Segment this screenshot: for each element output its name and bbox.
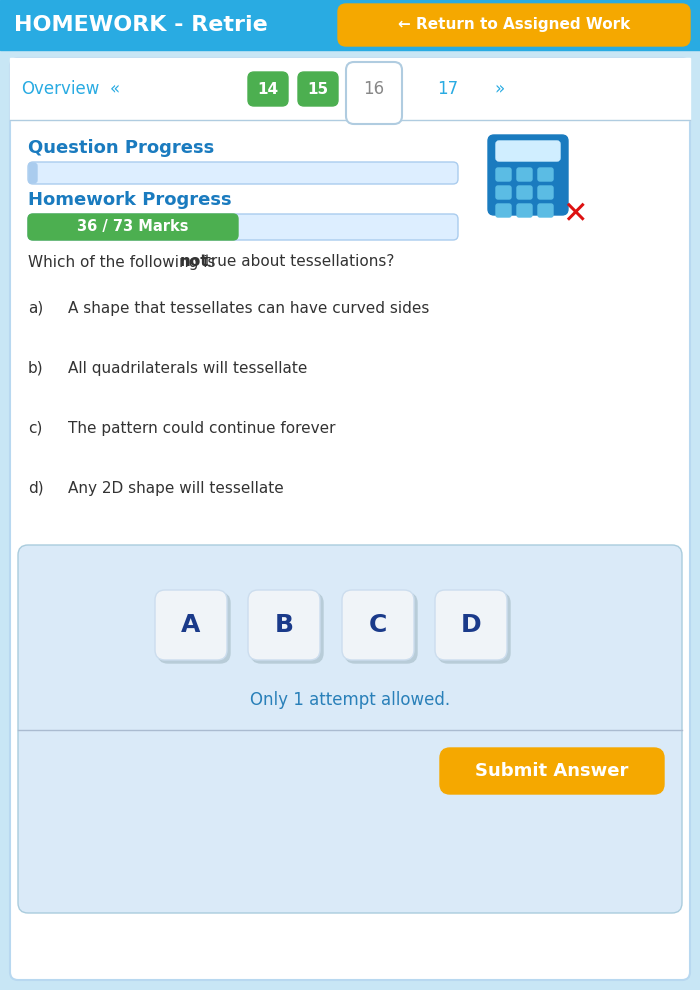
FancyBboxPatch shape (10, 58, 690, 980)
Text: 15: 15 (307, 81, 328, 96)
Text: B: B (274, 613, 293, 637)
FancyBboxPatch shape (538, 168, 553, 181)
Text: Overview: Overview (21, 80, 99, 98)
Text: A: A (181, 613, 201, 637)
Text: not: not (179, 254, 208, 269)
FancyBboxPatch shape (155, 590, 227, 660)
FancyBboxPatch shape (517, 186, 532, 199)
Text: C: C (369, 613, 387, 637)
FancyBboxPatch shape (438, 593, 510, 663)
Text: Any 2D shape will tessellate: Any 2D shape will tessellate (68, 480, 284, 496)
FancyBboxPatch shape (538, 204, 553, 217)
Text: Which of the following is: Which of the following is (28, 254, 221, 269)
FancyBboxPatch shape (435, 590, 507, 660)
Text: «: « (110, 80, 120, 98)
FancyBboxPatch shape (158, 593, 230, 663)
Text: d): d) (28, 480, 43, 496)
Text: 14: 14 (258, 81, 279, 96)
FancyBboxPatch shape (517, 204, 532, 217)
Text: a): a) (28, 301, 43, 316)
FancyBboxPatch shape (248, 72, 288, 106)
Text: ✕: ✕ (562, 201, 588, 230)
FancyBboxPatch shape (342, 590, 414, 660)
Text: »: » (495, 80, 505, 98)
Text: A shape that tessellates can have curved sides: A shape that tessellates can have curved… (68, 301, 429, 316)
FancyBboxPatch shape (338, 4, 690, 46)
FancyBboxPatch shape (28, 162, 458, 184)
FancyBboxPatch shape (248, 590, 320, 660)
FancyBboxPatch shape (251, 593, 323, 663)
FancyBboxPatch shape (298, 72, 338, 106)
FancyBboxPatch shape (496, 168, 511, 181)
FancyBboxPatch shape (29, 163, 37, 183)
Text: All quadrilaterals will tessellate: All quadrilaterals will tessellate (68, 360, 307, 375)
FancyBboxPatch shape (517, 168, 532, 181)
FancyBboxPatch shape (488, 135, 568, 215)
FancyBboxPatch shape (28, 214, 458, 240)
FancyBboxPatch shape (496, 204, 511, 217)
FancyBboxPatch shape (538, 186, 553, 199)
Text: 17: 17 (438, 80, 458, 98)
FancyBboxPatch shape (345, 593, 417, 663)
Text: c): c) (28, 421, 43, 436)
Text: Question Progress: Question Progress (28, 139, 214, 157)
Text: true about tessellations?: true about tessellations? (199, 254, 394, 269)
Text: Submit Answer: Submit Answer (475, 762, 629, 780)
Text: b): b) (28, 360, 43, 375)
Text: 16: 16 (363, 80, 384, 98)
FancyBboxPatch shape (440, 748, 664, 794)
FancyBboxPatch shape (28, 214, 238, 240)
Text: Homework Progress: Homework Progress (28, 191, 232, 209)
FancyBboxPatch shape (496, 186, 511, 199)
Bar (10, 58, 690, 120)
FancyBboxPatch shape (496, 141, 560, 161)
Text: The pattern could continue forever: The pattern could continue forever (68, 421, 335, 436)
Text: 36 / 73 Marks: 36 / 73 Marks (77, 220, 189, 235)
Bar (0, 0, 700, 50)
FancyBboxPatch shape (18, 545, 682, 913)
Text: Only 1 attempt allowed.: Only 1 attempt allowed. (250, 691, 450, 709)
FancyBboxPatch shape (346, 62, 402, 124)
Text: ← Return to Assigned Work: ← Return to Assigned Work (398, 18, 630, 33)
Text: HOMEWORK - Retrie: HOMEWORK - Retrie (14, 15, 267, 35)
Text: D: D (461, 613, 482, 637)
